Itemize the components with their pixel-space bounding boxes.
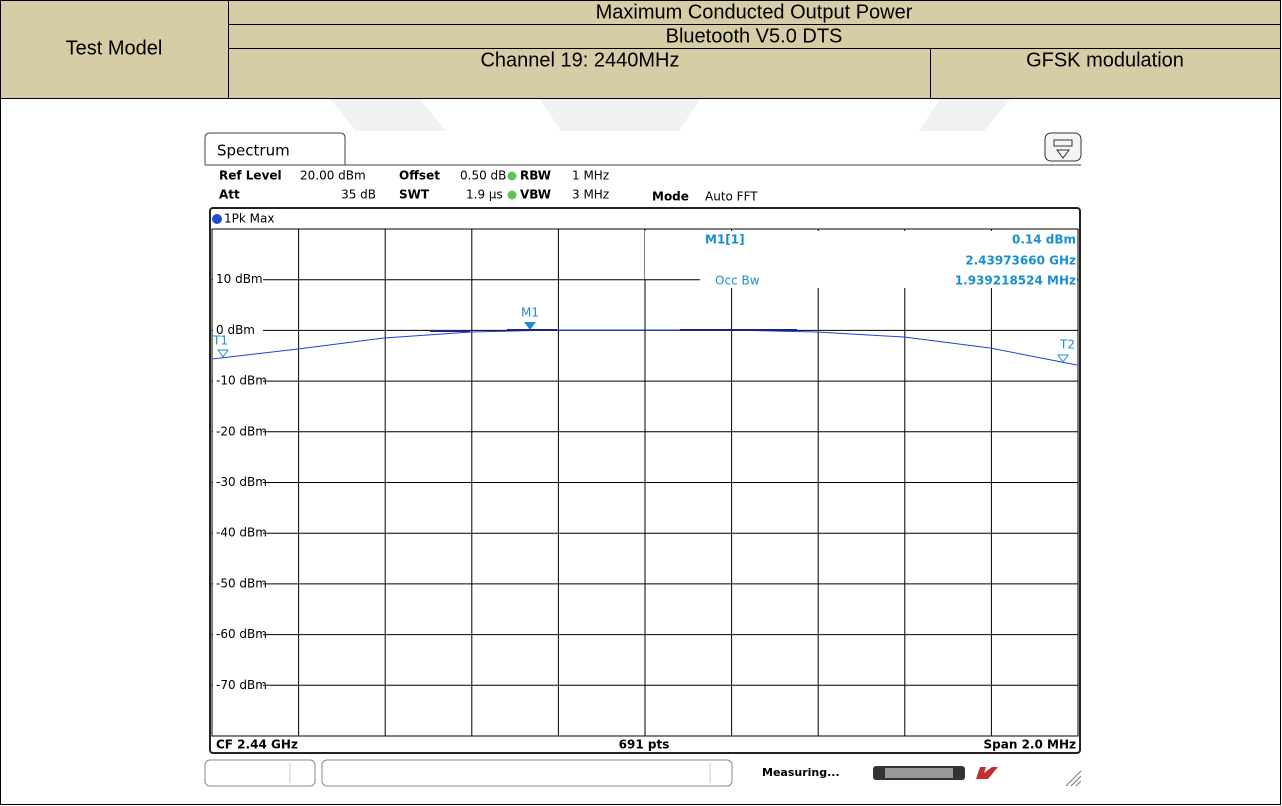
y-label: 10 dBm	[216, 272, 263, 286]
marker-freq: 2.43973660 GHz	[965, 254, 1076, 268]
marker-t1	[217, 349, 229, 358]
setting-label: VBW	[520, 188, 551, 202]
label-bg	[213, 272, 263, 287]
label-bg	[213, 526, 263, 541]
label-bg	[213, 576, 263, 591]
header-modulation: GFSK modulation	[1026, 49, 1184, 71]
footer-cf: CF 2.44 GHz	[216, 738, 298, 752]
y-label: -20 dBm	[216, 424, 267, 438]
y-label: -50 dBm	[216, 576, 267, 590]
setting-label: RBW	[520, 169, 551, 183]
footer-points: 691 pts	[619, 738, 670, 752]
label-bg	[213, 323, 263, 338]
tab[interactable]	[204, 132, 346, 165]
setting-value: 3 MHz	[572, 188, 609, 202]
tab-label: Spectrum	[217, 142, 290, 160]
status-box[interactable]	[321, 759, 733, 787]
label-bg	[213, 678, 263, 693]
setting-value: 1 MHz	[572, 169, 609, 183]
setting-label: Ref Level	[219, 169, 282, 183]
header-subtitle: Bluetooth V5.0 DTS	[666, 25, 843, 47]
y-label: 0 dBm	[216, 323, 255, 337]
marker-name: M1[1]	[705, 233, 745, 247]
resize-grip	[1075, 780, 1082, 787]
label-bg	[213, 627, 263, 642]
setting-label: SWT	[399, 188, 430, 202]
header-channel: Channel 19: 2440MHz	[480, 49, 679, 71]
menu-button[interactable]	[1044, 132, 1082, 162]
marker-m1	[524, 322, 536, 330]
y-label: -40 dBm	[216, 526, 267, 540]
y-label: -70 dBm	[216, 678, 267, 692]
label-bg	[213, 374, 263, 389]
header-cell	[228, 48, 931, 99]
header-cell	[0, 0, 229, 99]
setting-label: Offset	[399, 169, 440, 183]
y-label: -10 dBm	[216, 374, 267, 388]
marker-label: T2	[1059, 338, 1075, 352]
occ-label: Occ Bw	[715, 274, 760, 288]
status-dot	[507, 190, 517, 200]
header-label: Test Model	[66, 37, 163, 59]
marker-t2	[1057, 354, 1069, 363]
label-bg	[213, 475, 263, 490]
header-cell	[228, 0, 1281, 25]
marker-level: 0.14 dBm	[1012, 233, 1076, 247]
header-title: Maximum Conducted Output Power	[596, 1, 913, 23]
body-frame	[0, 98, 1281, 805]
menu-icon	[1053, 139, 1073, 147]
lxi-logo	[976, 767, 998, 779]
marker-box	[700, 272, 1077, 288]
progress-fill	[885, 768, 953, 778]
marker-box	[645, 231, 1077, 279]
menu-icon	[1056, 149, 1070, 159]
resize-grip	[1070, 775, 1082, 787]
y-label: -30 dBm	[216, 475, 267, 489]
setting-value: 1.9 µs	[466, 188, 503, 202]
setting-value: 0.50 dB	[460, 169, 506, 183]
y-label: -60 dBm	[216, 627, 267, 641]
setting-label: Att	[219, 188, 240, 202]
footer-span: Span 2.0 MHz	[984, 738, 1076, 752]
label-bg	[213, 424, 263, 439]
setting-value: Auto FFT	[705, 190, 758, 204]
marker-label: T1	[212, 334, 228, 348]
status-box[interactable]	[204, 759, 316, 787]
status-text: Measuring...	[762, 766, 840, 779]
trace-label: 1Pk Max	[224, 212, 274, 226]
occ-value: 1.939218524 MHz	[955, 274, 1076, 288]
status-dot	[507, 171, 517, 181]
setting-value: 35 dB	[341, 188, 376, 202]
header-cell	[930, 48, 1281, 99]
marker-label: M1	[521, 306, 539, 320]
setting-label: Mode	[652, 190, 689, 204]
trace	[211, 329, 1078, 366]
setting-value: 20.00 dBm	[300, 169, 366, 183]
resize-grip	[1065, 770, 1082, 787]
trace-dot	[212, 214, 222, 224]
